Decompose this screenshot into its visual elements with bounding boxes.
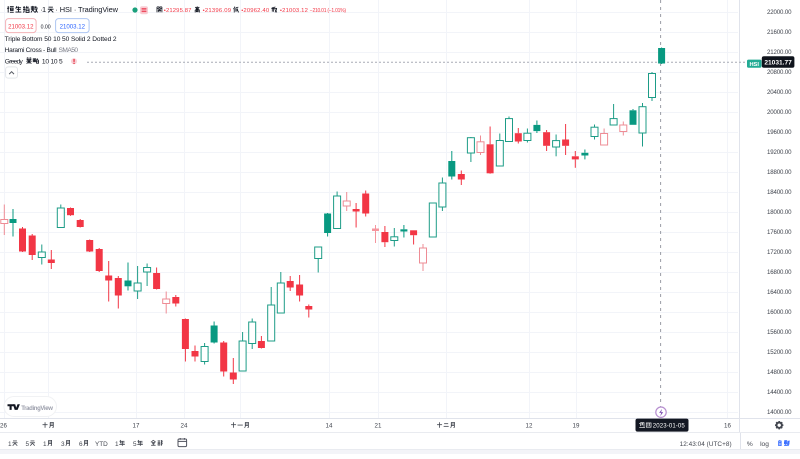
svg-text:2023-01-05: 2023-01-05	[653, 423, 686, 430]
svg-text:5: 5	[26, 441, 30, 448]
svg-text:10 10 5: 10 10 5	[42, 58, 63, 65]
svg-text:6: 6	[79, 441, 83, 448]
svg-text:12:43:04 (UTC+8): 12:43:04 (UTC+8)	[680, 441, 732, 448]
svg-text:17200.00: 17200.00	[767, 249, 792, 256]
svg-text:21003.12: 21003.12	[8, 24, 34, 31]
svg-text:19600.00: 19600.00	[767, 129, 792, 136]
svg-text:16: 16	[724, 423, 731, 430]
svg-text:15200.00: 15200.00	[767, 349, 792, 356]
svg-text:Triple Bottom 50 10 50 Solid 2: Triple Bottom 50 10 50 Solid 2 Dotted 2	[5, 36, 117, 43]
svg-text:•20962.40: •20962.40	[241, 8, 270, 14]
svg-text:20800.00: 20800.00	[767, 69, 792, 76]
svg-text:18000.00: 18000.00	[767, 209, 792, 216]
svg-text:log: log	[760, 441, 769, 448]
svg-text:0.00: 0.00	[41, 25, 51, 31]
svg-text:21600.00: 21600.00	[767, 29, 792, 36]
svg-text:18400.00: 18400.00	[767, 189, 792, 196]
svg-text:TradingView: TradingView	[21, 406, 53, 412]
svg-text:5: 5	[133, 441, 137, 448]
svg-text:%: %	[747, 441, 753, 448]
svg-text:17: 17	[133, 423, 140, 430]
svg-text:19: 19	[573, 423, 580, 430]
svg-text:15600.00: 15600.00	[767, 329, 792, 336]
svg-text:19200.00: 19200.00	[767, 149, 792, 156]
svg-text:•21295.87: •21295.87	[164, 8, 192, 14]
svg-text:14800.00: 14800.00	[767, 369, 792, 376]
svg-text:YTD: YTD	[95, 441, 108, 448]
svg-text:16000.00: 16000.00	[767, 309, 792, 316]
svg-text:21003.12: 21003.12	[60, 24, 86, 31]
svg-text:SMA50: SMA50	[59, 47, 79, 54]
svg-text:14: 14	[326, 423, 333, 430]
svg-text:21031.77: 21031.77	[764, 60, 792, 67]
svg-text:1: 1	[43, 441, 47, 448]
svg-text:−210.01 (−1.01%): −210.01 (−1.01%)	[310, 8, 347, 14]
svg-text:14400.00: 14400.00	[767, 389, 792, 396]
svg-text:Greedy: Greedy	[5, 58, 24, 65]
svg-text:21200.00: 21200.00	[767, 49, 792, 56]
svg-text:12: 12	[526, 423, 533, 430]
svg-text:1: 1	[115, 441, 119, 448]
svg-text:Harami Cross - Bull: Harami Cross - Bull	[5, 47, 58, 54]
svg-text:16400.00: 16400.00	[767, 289, 792, 296]
svg-text:18800.00: 18800.00	[767, 169, 792, 176]
svg-text:· 1: · 1	[40, 5, 46, 14]
svg-text:· HSI · TradingView: · HSI · TradingView	[55, 5, 118, 14]
svg-text:17600.00: 17600.00	[767, 229, 792, 236]
svg-text:21: 21	[375, 423, 382, 430]
svg-text:3: 3	[61, 441, 65, 448]
svg-text:14000.00: 14000.00	[767, 409, 792, 416]
svg-text:22000.00: 22000.00	[767, 9, 792, 16]
svg-text:24: 24	[181, 423, 188, 430]
svg-text:20000.00: 20000.00	[767, 109, 792, 116]
svg-text:1: 1	[8, 441, 12, 448]
svg-text:•21003.12: •21003.12	[280, 8, 308, 14]
svg-text:HSI: HSI	[749, 62, 759, 68]
svg-text:•21396.09: •21396.09	[203, 8, 231, 14]
svg-text:20400.00: 20400.00	[767, 89, 792, 96]
svg-text:26: 26	[0, 423, 7, 430]
svg-text:16800.00: 16800.00	[767, 269, 792, 276]
